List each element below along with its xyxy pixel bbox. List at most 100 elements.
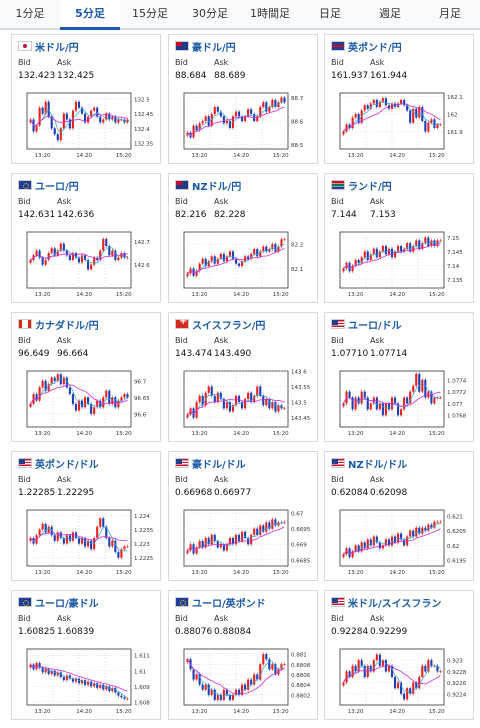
price-chart[interactable]: 143.6 143.55 143.5 143.45 13:20 14:20 15:20: [176, 369, 314, 439]
candle-body: [65, 250, 68, 256]
tab-0[interactable]: 1分足: [15, 7, 45, 20]
price-chart[interactable]: 1.224 1.2235 1.223 1.2225 13:20 14:20 15:20: [19, 508, 157, 578]
candle-body: [439, 521, 442, 523]
currency-card[interactable]: 英ポンド/ドル Bid Ask 1.22285 1.22295 1.224 1.2235 1.…: [11, 451, 161, 581]
candle-body: [424, 121, 427, 132]
pair-title-link[interactable]: ユーロ/ドル: [348, 321, 402, 332]
candle-body: [412, 246, 415, 252]
pair-title-link[interactable]: 英ポンド/ドル: [35, 460, 99, 471]
candle-body: [213, 256, 216, 264]
candle-body: [247, 679, 250, 690]
price-chart[interactable]: 0.923 0.9228 0.9226 0.9224 13:20 14:20 15:20: [332, 647, 470, 717]
candle-body: [201, 395, 204, 406]
pair-title-link[interactable]: NZドル/ドル: [348, 460, 408, 471]
pair-title-link[interactable]: NZドル/円: [192, 182, 242, 193]
price-chart[interactable]: 96.7 96.65 96.6 13:20 14:20 15:20: [19, 369, 157, 439]
candle-body: [259, 107, 262, 117]
currency-card[interactable]: 英ポンド/円 Bid Ask 161.937 161.944 162.1 162 161.9 1…: [324, 34, 474, 164]
candle-body: [68, 387, 71, 395]
x-tick-label: 14:20: [233, 431, 249, 437]
price-chart[interactable]: 142.7 142.6 13:20 14:20 15:20: [19, 230, 157, 300]
price-chart[interactable]: 7.15 7.145 7.14 7.135 13:20 14:20 15:20: [332, 230, 470, 300]
candle-body: [90, 403, 93, 414]
currency-card[interactable]: 豪ドル/円 Bid Ask 88.684 88.689 88.7 88.6 88.5 13:20…: [168, 34, 318, 164]
price-chart[interactable]: 82.2 82.1 13:20 14:20 15:20: [176, 230, 314, 300]
tab-4[interactable]: 1時間足: [250, 7, 290, 20]
candle-body: [427, 122, 430, 132]
price-chart[interactable]: 88.7 88.6 88.5 13:20 14:20 15:20: [176, 91, 314, 161]
currency-card[interactable]: 豪ドル/ドル Bid Ask 0.66968 0.66977 0.67 0.6695 0.66…: [168, 451, 318, 581]
long-ma-line: [343, 392, 441, 407]
pair-title-link[interactable]: ユーロ/英ポンド: [192, 599, 266, 610]
pair-title-link[interactable]: 米ドル/スイスフラン: [348, 599, 442, 610]
tab-2[interactable]: 15分足: [132, 7, 168, 20]
price-chart[interactable]: 0.67 0.6695 0.669 0.6685 13:20 14:20 15:20: [176, 508, 314, 578]
price-chart[interactable]: 162.1 162 161.9 13:20 14:20 15:20: [332, 91, 470, 161]
candle-body: [105, 526, 108, 538]
price-chart[interactable]: 1.0774 1.0772 1.077 1.0768 13:20 14:20 15:20: [332, 369, 470, 439]
price-chart[interactable]: 0.881 0.8808 0.8806 0.8804 0.8802 13:20 14:20 1…: [176, 647, 314, 717]
candle-body: [105, 113, 108, 120]
pair-title-link[interactable]: ユーロ/豪ドル: [35, 599, 99, 610]
x-tick-label: 14:20: [233, 570, 249, 576]
candle-body: [342, 682, 345, 686]
x-tick-label: 15:20: [429, 570, 445, 576]
y-tick-label: 0.8804: [291, 683, 311, 689]
currency-card[interactable]: 米ドル/スイスフラン Bid Ask 0.92284 0.92299 0.923 0.922…: [324, 590, 474, 720]
candle-body: [436, 665, 439, 672]
candle-body: [342, 131, 345, 135]
candle-body: [415, 373, 418, 386]
pair-title-link[interactable]: 豪ドル/円: [192, 43, 236, 54]
currency-card[interactable]: NZドル/円 Bid Ask 82.216 82.228 82.2 82.1 13:20 14:…: [168, 173, 318, 303]
pair-title-link[interactable]: ランド/円: [348, 182, 392, 193]
currency-card[interactable]: 米ドル/円 Bid Ask 132.423 132.425 132.5 132.45 132.…: [11, 34, 161, 164]
currency-card[interactable]: ユーロ/円 Bid Ask 142.631 142.636 142.7 142.6 13:20…: [11, 173, 161, 303]
currency-card[interactable]: NZドル/ドル Bid Ask 0.62084 0.62098 0.621 0.6205 0.…: [324, 451, 474, 581]
candle-body: [56, 250, 59, 256]
candle-body: [372, 248, 375, 255]
pair-title-link[interactable]: スイスフラン/円: [192, 321, 266, 332]
candle-body: [262, 654, 265, 665]
candle-body: [433, 119, 436, 128]
y-tick-label: 7.14: [447, 264, 460, 270]
pair-title-link[interactable]: 英ポンド/円: [348, 43, 402, 54]
pair-title-link[interactable]: ユーロ/円: [35, 182, 79, 193]
candle-body: [35, 535, 38, 544]
price-chart[interactable]: 0.621 0.6205 0.62 0.6195 13:20 14:20 15:20: [332, 508, 470, 578]
price-chart[interactable]: 132.5 132.45 132.4 132.35 13:20 14:20 15:20: [19, 91, 157, 161]
candle-body: [280, 664, 283, 670]
price-chart[interactable]: 1.611 1.61 1.609 1.608 13:20 14:20 15:20: [19, 647, 157, 717]
currency-card[interactable]: ユーロ/英ポンド Bid Ask 0.88076 0.88084 0.881 0.8808 0…: [168, 590, 318, 720]
currency-card[interactable]: ユーロ/豪ドル Bid Ask 1.60825 1.60839 1.611 1.61 1.60…: [11, 590, 161, 720]
pair-title-link[interactable]: 豪ドル/ドル: [192, 460, 246, 471]
y-tick-label: 143.6: [291, 370, 307, 376]
candle-body: [62, 377, 65, 385]
candle-body: [393, 536, 397, 543]
currency-card[interactable]: カナダドル/円 Bid Ask 96.649 96.664 96.7 96.65 96.6 13…: [11, 312, 161, 442]
candle-body: [96, 400, 99, 408]
candle-body: [105, 239, 108, 246]
candle-body: [390, 665, 394, 677]
candle-body: [102, 684, 105, 690]
candle-body: [210, 534, 213, 545]
tab-7[interactable]: 月足: [439, 7, 461, 20]
short-ma-line: [30, 527, 128, 552]
candle-body: [195, 547, 198, 554]
pair-title-link[interactable]: 米ドル/円: [35, 43, 79, 54]
pair-title-link[interactable]: カナダドル/円: [35, 321, 99, 332]
tab-5[interactable]: 日足: [319, 7, 341, 20]
short-ma-line: [30, 664, 128, 698]
tab-6[interactable]: 週足: [379, 7, 401, 20]
candle-body: [274, 402, 277, 412]
currency-card[interactable]: スイスフラン/円BidAsk143.474143.490143.6143.551…: [168, 312, 318, 442]
candle-body: [80, 255, 84, 263]
currency-card[interactable]: ランド/円 Bid Ask 7.144 7.153 7.15 7.145 7.14 7.135 1…: [324, 173, 474, 303]
candle-body: [253, 249, 256, 254]
x-tick-label: 13:20: [192, 153, 208, 159]
bid-value: 96.649: [18, 349, 50, 359]
tab-3[interactable]: 30分足: [192, 7, 228, 20]
currency-card[interactable]: ユーロ/ドル Bid Ask 1.07710 1.07714 1.0774 1.0772 1.…: [324, 312, 474, 442]
ask-label: Ask: [214, 336, 229, 345]
tab-1[interactable]: 5分足: [60, 0, 120, 30]
candle-body: [114, 116, 117, 123]
